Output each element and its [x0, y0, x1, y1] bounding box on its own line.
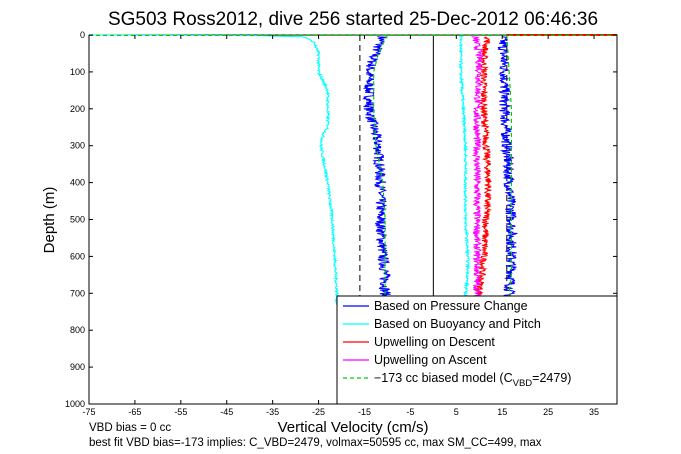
legend-label: Upwelling on Descent: [374, 335, 495, 349]
y-tick-label: 1000: [65, 399, 85, 409]
x-tick-label: 15: [497, 407, 507, 417]
y-tick-label: 500: [70, 215, 85, 225]
y-tick-label: 100: [70, 67, 85, 77]
series-4-pass-a-line: [373, 34, 388, 305]
x-tick-label: -75: [82, 407, 95, 417]
legend-label-subscript: VBD: [513, 378, 533, 389]
data-series: [88, 34, 617, 305]
series-0-pass-b-line: [497, 36, 519, 305]
y-tick-label: 0: [80, 30, 85, 40]
x-tick-label: -45: [220, 407, 233, 417]
x-tick-label: 35: [589, 407, 599, 417]
x-axis-ticks: -75 -65 -55 -45 -35 -25 -15 -5 5 15 25 35: [82, 35, 599, 417]
x-tick-label: -25: [312, 407, 325, 417]
series-0-pass-a-line: [362, 36, 392, 305]
y-tick-label: 900: [70, 362, 85, 372]
y-tick-label: 700: [70, 288, 85, 298]
legend: Based on Pressure Change Based on Buoyanc…: [336, 295, 618, 405]
x-tick-label: -55: [174, 407, 187, 417]
x-tick-label: 5: [454, 407, 459, 417]
series-1-pass-b-line: [458, 34, 471, 305]
y-axis-ticks: 0 100 200 300 400 500 600 700 800 900 1000: [65, 30, 617, 409]
legend-label: Based on Pressure Change: [374, 299, 528, 313]
x-tick-label: 25: [543, 407, 553, 417]
legend-label-prefix: −173 cc biased model (C: [374, 371, 513, 385]
legend-label: Upwelling on Ascent: [374, 353, 487, 367]
x-axis-label: Vertical Velocity (cm/s): [278, 419, 429, 436]
x-tick-label: -15: [358, 407, 371, 417]
y-tick-label: 200: [70, 104, 85, 114]
legend-box: [336, 295, 618, 405]
footnote-vbd-bias: VBD bias = 0 cc: [89, 422, 171, 434]
legend-label: Based on Buoyancy and Pitch: [374, 317, 541, 331]
y-tick-label: 300: [70, 141, 85, 151]
chart-title: SG503 Ross2012, dive 256 started 25-Dec-…: [108, 9, 598, 30]
footnote-best-fit: best fit VBD bias=-173 implies: C_VBD=24…: [89, 437, 542, 449]
series-2-pass-a-line: [474, 36, 492, 305]
y-axis-label: Depth (m): [41, 187, 58, 254]
legend-label: −173 cc biased model (CVBD=2479): [374, 371, 571, 389]
legend-label-suffix: =2479): [532, 371, 571, 385]
x-tick-label: -65: [128, 407, 141, 417]
y-tick-label: 400: [70, 178, 85, 188]
series-1-pass-a-line: [88, 34, 341, 305]
x-tick-label: -35: [266, 407, 279, 417]
y-tick-label: 800: [70, 325, 85, 335]
y-tick-label: 600: [70, 251, 85, 261]
x-tick-label: -5: [406, 407, 414, 417]
series-3-pass-a-line: [471, 36, 484, 305]
